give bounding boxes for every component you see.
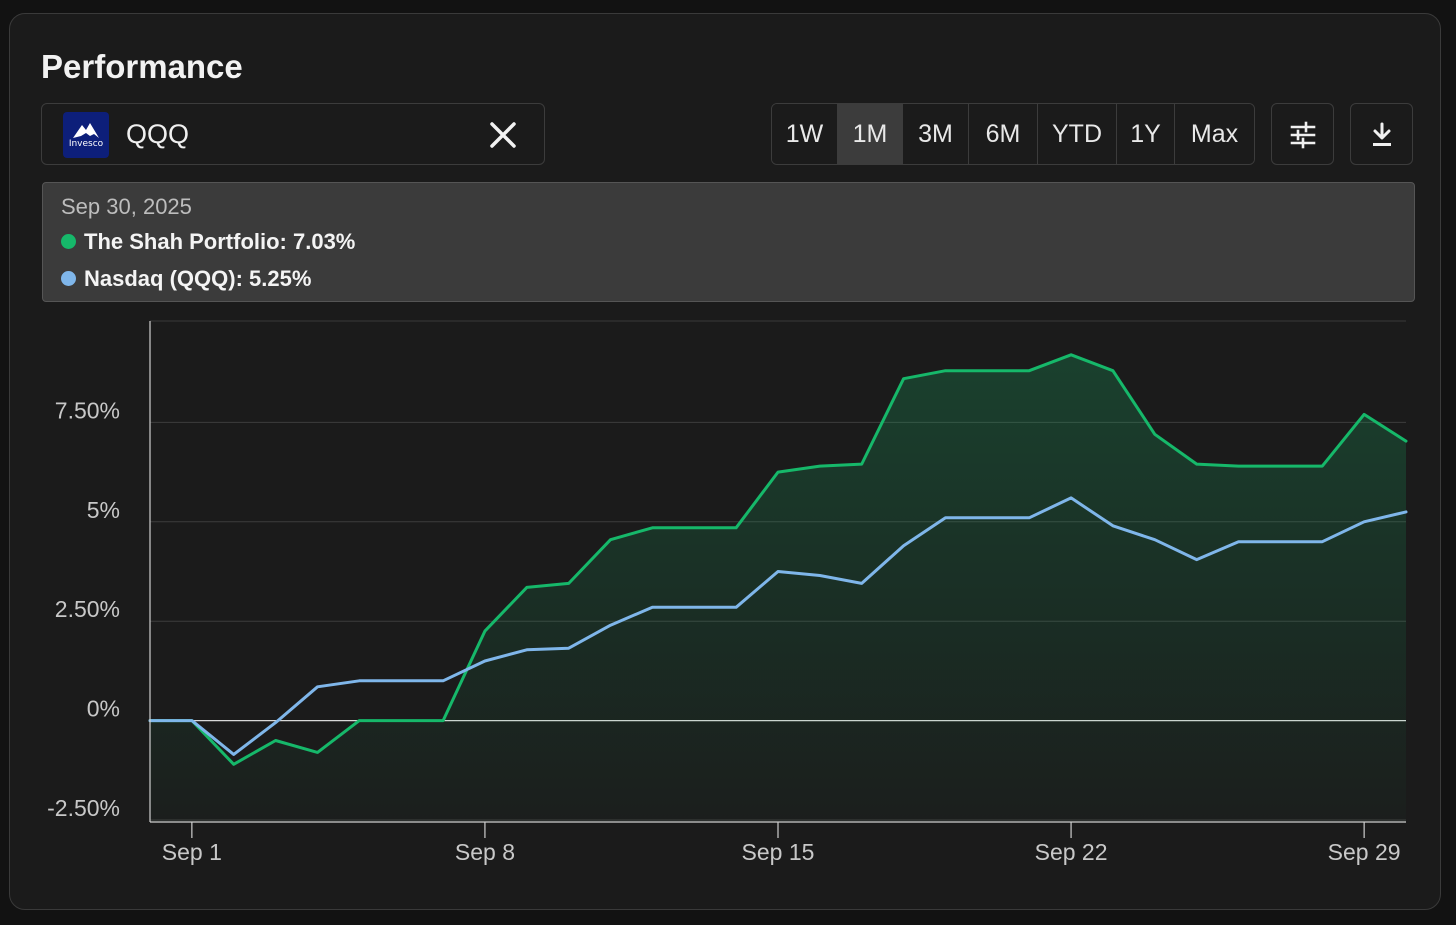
ticker-symbol: QQQ [126, 119, 190, 149]
y-tick-label: 2.50% [55, 596, 120, 622]
series-line-nasdaq[interactable] [148, 496, 1408, 756]
tooltip-date: Sep 30, 2025 [61, 194, 192, 219]
tooltip-nasdaq-label: Nasdaq (QQQ): 5.25% [84, 266, 312, 291]
range-6m-button[interactable]: 6M [969, 104, 1038, 164]
ticker-selector[interactable]: Invesco QQQ [41, 103, 545, 165]
sliders-icon [1290, 121, 1316, 149]
range-ytd-button[interactable]: YTD [1038, 104, 1117, 164]
y-tick-label: 5% [87, 497, 120, 523]
portfolio-dot-icon [61, 233, 76, 249]
range-max-button[interactable]: Max [1175, 104, 1254, 164]
y-tick-label: 0% [87, 696, 120, 722]
x-tick-label: Sep 22 [1035, 839, 1108, 865]
range-1w-button[interactable]: 1W [772, 104, 838, 164]
chart-settings-button[interactable] [1271, 103, 1334, 165]
invesco-logo-icon: Invesco [63, 112, 109, 158]
nasdaq-dot-icon [61, 270, 76, 286]
time-range-selector: 1W 1M 3M 6M YTD 1Y Max [771, 103, 1255, 165]
range-1m-button[interactable]: 1M [838, 104, 903, 164]
x-tick-label: Sep 29 [1328, 839, 1401, 865]
tooltip-portfolio-label: The Shah Portfolio: 7.03% [84, 229, 356, 254]
x-tick-label: Sep 15 [742, 839, 815, 865]
download-button[interactable] [1350, 103, 1413, 165]
clear-ticker-button[interactable] [484, 116, 522, 154]
tooltip-row-nasdaq: Nasdaq (QQQ): 5.25% [61, 264, 311, 294]
x-tick-label: Sep 1 [162, 839, 222, 865]
range-1y-button[interactable]: 1Y [1117, 104, 1175, 164]
download-icon [1373, 122, 1391, 146]
series-area-portfolio [150, 354, 1406, 822]
y-tick-label: 7.50% [55, 397, 120, 423]
page-title: Performance [41, 48, 243, 85]
tooltip-row-portfolio: The Shah Portfolio: 7.03% [61, 227, 355, 257]
y-tick-label: -2.50% [47, 795, 120, 821]
x-tick-label: Sep 8 [455, 839, 515, 865]
series-line-portfolio[interactable] [148, 353, 1408, 766]
range-3m-button[interactable]: 3M [903, 104, 969, 164]
close-icon [490, 122, 516, 148]
chart-tooltip: Sep 30, 2025 The Shah Portfolio: 7.03% N… [42, 182, 1415, 302]
logo-text: Invesco [68, 139, 104, 149]
